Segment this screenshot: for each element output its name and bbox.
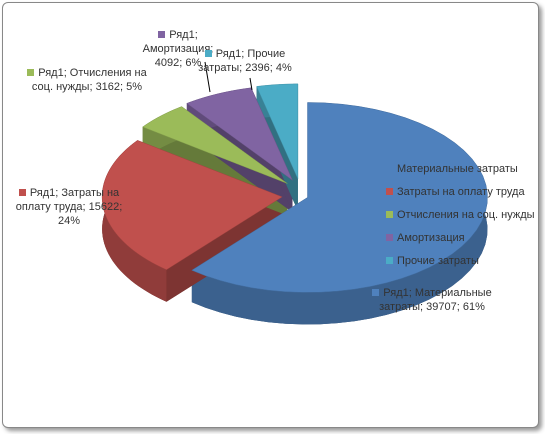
slice-side (191, 102, 488, 325)
label-text: Ряд1; Затраты на оплату труда; 15622; 24… (15, 187, 123, 227)
legend-entry: Затраты на оплату труда (386, 186, 525, 198)
legend-label: Отчисления на соц. нужды (397, 209, 535, 221)
leader-line (204, 61, 211, 93)
slice (142, 106, 288, 184)
legend-swatch (386, 257, 393, 264)
slice-edge (166, 196, 283, 302)
label-text: Ряд1; Амортизация; 4092; 6% (142, 29, 214, 69)
legend-swatch (386, 211, 393, 218)
label-text: Ряд1; Отчисления на соц. нужды; 3162; 5% (31, 67, 147, 93)
legend-entry: Отчисления на соц. нужды (386, 209, 535, 221)
legend-swatch (386, 188, 393, 195)
data-label: Ряд1; Материальные затраты; 39707; 61% (372, 286, 492, 314)
label-text: Ряд1; Прочие затраты; 2396; 4% (198, 48, 292, 74)
label-key (372, 289, 380, 296)
label-key (204, 50, 212, 57)
legend-label: Амортизация (397, 232, 465, 244)
legend-swatch (386, 165, 393, 172)
legend-entry: Прочие затраты (386, 255, 479, 267)
label-key (27, 69, 35, 76)
legend-label: Затраты на оплату труда (397, 186, 525, 198)
data-label: Ряд1; Прочие затраты; 2396; 4% (195, 47, 295, 75)
legend-label: Прочие затраты (397, 255, 479, 267)
legend-entry: Материальные затраты (386, 163, 518, 175)
label-key (158, 31, 166, 38)
data-label: Ряд1; Затраты на оплату труда; 15622; 24… (14, 186, 124, 228)
slice (256, 83, 299, 180)
slice (186, 87, 294, 182)
legend-entry: Амортизация (386, 232, 465, 244)
slice (101, 140, 283, 270)
legend-swatch (386, 234, 393, 241)
data-label: Ряд1; Отчисления на соц. нужды; 3162; 5% (22, 66, 152, 94)
legend-label: Материальные затраты (397, 163, 518, 175)
label-text: Ряд1; Материальные затраты; 39707; 61% (379, 287, 492, 313)
label-key (18, 189, 26, 196)
slice (191, 102, 488, 293)
data-label: Ряд1; Амортизация; 4092; 6% (128, 28, 228, 70)
leader-line (249, 77, 253, 91)
